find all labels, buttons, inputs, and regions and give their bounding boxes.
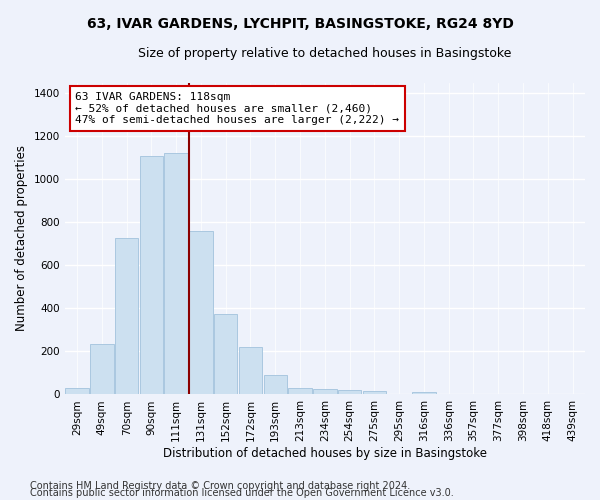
X-axis label: Distribution of detached houses by size in Basingstoke: Distribution of detached houses by size … [163, 447, 487, 460]
Bar [313, 389, 337, 394]
Bar [412, 392, 436, 394]
Bar [362, 391, 386, 394]
Bar [338, 390, 361, 394]
Text: 63, IVAR GARDENS, LYCHPIT, BASINGSTOKE, RG24 8YD: 63, IVAR GARDENS, LYCHPIT, BASINGSTOKE, … [86, 18, 514, 32]
Bar [90, 344, 113, 395]
Bar [115, 238, 139, 394]
Bar [239, 347, 262, 395]
Bar [189, 231, 213, 394]
Bar [263, 375, 287, 394]
Y-axis label: Number of detached properties: Number of detached properties [15, 146, 28, 332]
Bar [164, 154, 188, 394]
Text: 63 IVAR GARDENS: 118sqm
← 52% of detached houses are smaller (2,460)
47% of semi: 63 IVAR GARDENS: 118sqm ← 52% of detache… [75, 92, 399, 125]
Text: Contains HM Land Registry data © Crown copyright and database right 2024.: Contains HM Land Registry data © Crown c… [30, 481, 410, 491]
Bar [140, 156, 163, 394]
Text: Contains public sector information licensed under the Open Government Licence v3: Contains public sector information licen… [30, 488, 454, 498]
Bar [288, 388, 312, 394]
Bar [214, 314, 238, 394]
Title: Size of property relative to detached houses in Basingstoke: Size of property relative to detached ho… [138, 48, 512, 60]
Bar [65, 388, 89, 394]
